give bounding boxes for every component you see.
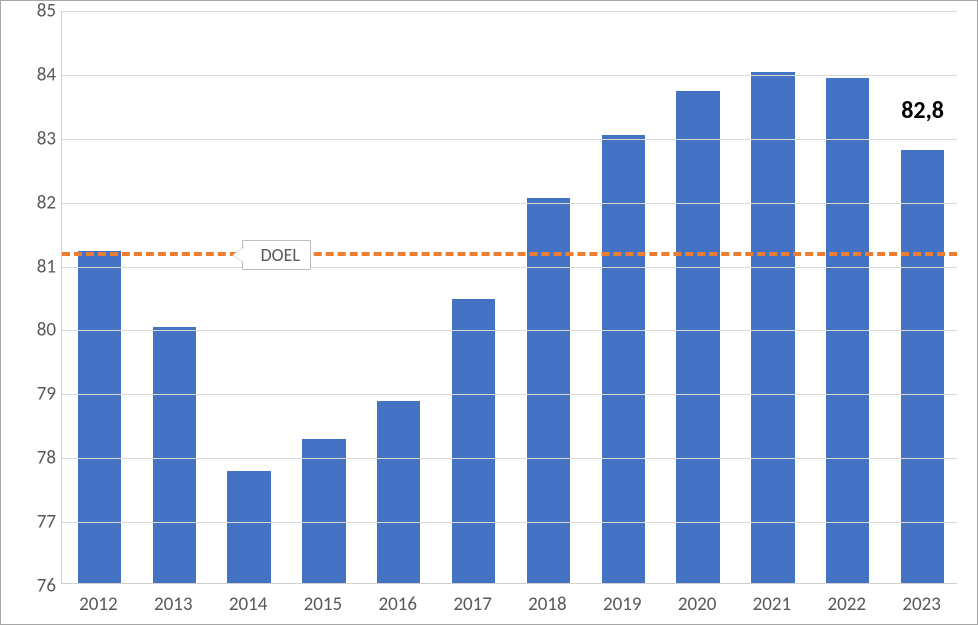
target-label: DOEL	[242, 240, 311, 270]
bar	[78, 251, 121, 583]
bar	[377, 401, 420, 583]
gridline	[62, 522, 957, 523]
y-tick-label: 81	[11, 255, 56, 278]
y-tick-label: 77	[11, 511, 56, 534]
bar	[227, 471, 270, 583]
y-tick-label: 85	[11, 0, 56, 23]
bar	[676, 91, 719, 583]
gridline	[62, 139, 957, 140]
x-tick-label: 2015	[304, 593, 343, 616]
x-tick-label: 2016	[378, 593, 417, 616]
bar	[751, 72, 794, 583]
gridline	[62, 267, 957, 268]
x-tick-label: 2017	[453, 593, 492, 616]
gridline	[62, 330, 957, 331]
y-tick-label: 76	[11, 575, 56, 598]
x-tick-label: 2018	[528, 593, 567, 616]
gridline	[62, 11, 957, 12]
x-tick-label: 2020	[678, 593, 717, 616]
gridline	[62, 75, 957, 76]
bar	[302, 439, 345, 583]
x-tick-label: 2021	[753, 593, 792, 616]
gridline	[62, 203, 957, 204]
y-tick-label: 82	[11, 191, 56, 214]
x-tick-label: 2014	[229, 593, 268, 616]
y-tick-label: 79	[11, 383, 56, 406]
plot-area: DOEL 82,8	[61, 11, 957, 584]
bar	[153, 327, 196, 583]
gridline	[62, 394, 957, 395]
y-tick-label: 80	[11, 319, 56, 342]
x-tick-label: 2012	[79, 593, 118, 616]
bars-layer	[62, 11, 957, 583]
bar	[452, 299, 495, 583]
gridline	[62, 458, 957, 459]
y-tick-label: 84	[11, 63, 56, 86]
x-tick-label: 2023	[902, 593, 941, 616]
y-tick-label: 78	[11, 447, 56, 470]
x-tick-label: 2019	[603, 593, 642, 616]
bar-chart: DOEL 82,8 76 77 78 79 80 81 82 83 84 85 2012 2013 201…	[0, 0, 978, 625]
target-line	[62, 252, 957, 256]
bar	[901, 150, 944, 583]
x-tick-label: 2022	[827, 593, 866, 616]
y-tick-label: 83	[11, 127, 56, 150]
data-label: 82,8	[901, 96, 944, 125]
x-tick-label: 2013	[154, 593, 193, 616]
